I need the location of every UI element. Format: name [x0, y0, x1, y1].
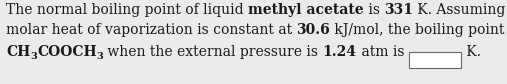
Text: methyl acetate: methyl acetate: [248, 3, 364, 17]
Bar: [409, 52, 461, 68]
Text: COOCH: COOCH: [37, 45, 97, 59]
Text: K. Assuming that its: K. Assuming that its: [413, 3, 507, 17]
Text: atm is: atm is: [357, 45, 409, 59]
Text: K.: K.: [462, 45, 481, 59]
Text: kJ/mol, the boiling point of: kJ/mol, the boiling point of: [330, 23, 507, 37]
Text: 30.6: 30.6: [297, 23, 330, 37]
Text: is: is: [364, 3, 384, 17]
Text: molar heat of vaporization is constant at: molar heat of vaporization is constant a…: [6, 23, 297, 37]
Text: 331: 331: [384, 3, 413, 17]
Text: CH: CH: [6, 45, 30, 59]
Text: 3: 3: [97, 52, 103, 61]
Text: 3: 3: [30, 52, 37, 61]
Text: when the external pressure is: when the external pressure is: [103, 45, 323, 59]
Text: The normal boiling point of liquid: The normal boiling point of liquid: [6, 3, 248, 17]
Text: 1.24: 1.24: [323, 45, 357, 59]
